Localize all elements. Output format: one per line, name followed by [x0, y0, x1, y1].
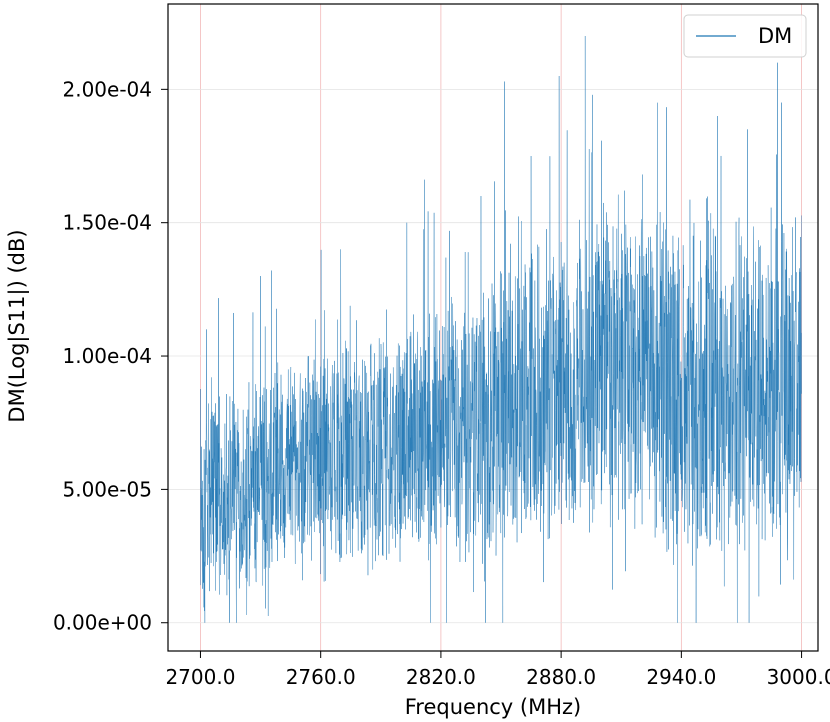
series-layer — [200, 35, 802, 623]
x-tick-label: 2760.0 — [286, 665, 356, 689]
y-axis-label: DM(Log|S11|) (dB) — [5, 229, 30, 422]
plot-frame — [167, 3, 819, 652]
y-tick-label: 1.50e-04 — [62, 211, 152, 235]
y-tick-label: 1.00e-04 — [62, 344, 152, 368]
x-tick-label: 2820.0 — [406, 665, 476, 689]
x-axis-label: Frequency (MHz) — [405, 695, 581, 719]
series-dm-line — [200, 35, 802, 623]
legend-box — [683, 14, 807, 58]
x-tick-label: 2880.0 — [526, 665, 596, 689]
x-tick-label: 3000.0 — [767, 665, 830, 689]
y-tick-label: 2.00e-04 — [62, 77, 152, 101]
y-tick-label: 0.00e+00 — [53, 611, 152, 635]
legend-series-label: DM — [758, 24, 792, 48]
x-tick-label: 2940.0 — [646, 665, 716, 689]
legend-layer: DM — [683, 14, 807, 58]
y-tick-label: 5.00e-05 — [62, 477, 152, 501]
axes-layer: 2700.0 2760.0 2820.0 2880.0 2940.0 3000.0 0.00… — [53, 3, 830, 689]
x-tick-label: 2700.0 — [165, 665, 235, 689]
